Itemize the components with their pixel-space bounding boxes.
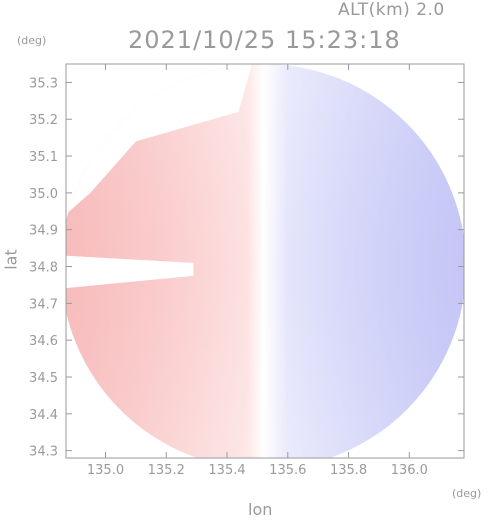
y-tick-label: 34.9 — [29, 224, 58, 239]
altitude-label: ALT(km) 2.0 — [338, 0, 445, 20]
x-tick-label: 135.2 — [148, 463, 185, 478]
y-tick-label: 35.2 — [29, 113, 58, 128]
x-axis-label: lon — [248, 500, 273, 519]
velocity-field — [66, 64, 464, 458]
x-unit-label: (deg) — [452, 487, 482, 500]
y-tick-label: 34.4 — [29, 408, 58, 423]
y-tick-label: 35.0 — [29, 187, 58, 202]
y-tick-label: 34.3 — [29, 445, 58, 460]
x-tick-label: 136.0 — [391, 463, 428, 478]
y-tick-label: 35.1 — [29, 150, 58, 165]
x-tick-label: 135.8 — [330, 463, 367, 478]
y-tick-label: 34.8 — [29, 261, 58, 276]
x-tick-label: 135.0 — [87, 463, 124, 478]
x-tick-label: 135.6 — [269, 463, 306, 478]
x-tick-label: 135.4 — [208, 463, 245, 478]
timestamp-title: 2021/10/25 15:23:18 — [128, 26, 401, 54]
y-tick-label: 34.6 — [29, 334, 58, 349]
y-unit-label: (deg) — [17, 34, 47, 47]
y-axis-ticks: 34.3 34.4 34.5 34.6 34.7 34.8 34.9 35.0 35.1 35.2… — [29, 76, 464, 460]
y-tick-label: 34.5 — [29, 371, 58, 386]
plot-frame — [65, 63, 465, 459]
y-tick-label: 34.7 — [29, 297, 58, 312]
blocked-beam-wedge — [66, 255, 194, 289]
y-tick-label: 35.3 — [29, 76, 58, 91]
x-axis-ticks: 135.0 135.2 135.4 135.6 135.8 136.0 — [87, 64, 428, 478]
radar-echo — [66, 64, 464, 458]
